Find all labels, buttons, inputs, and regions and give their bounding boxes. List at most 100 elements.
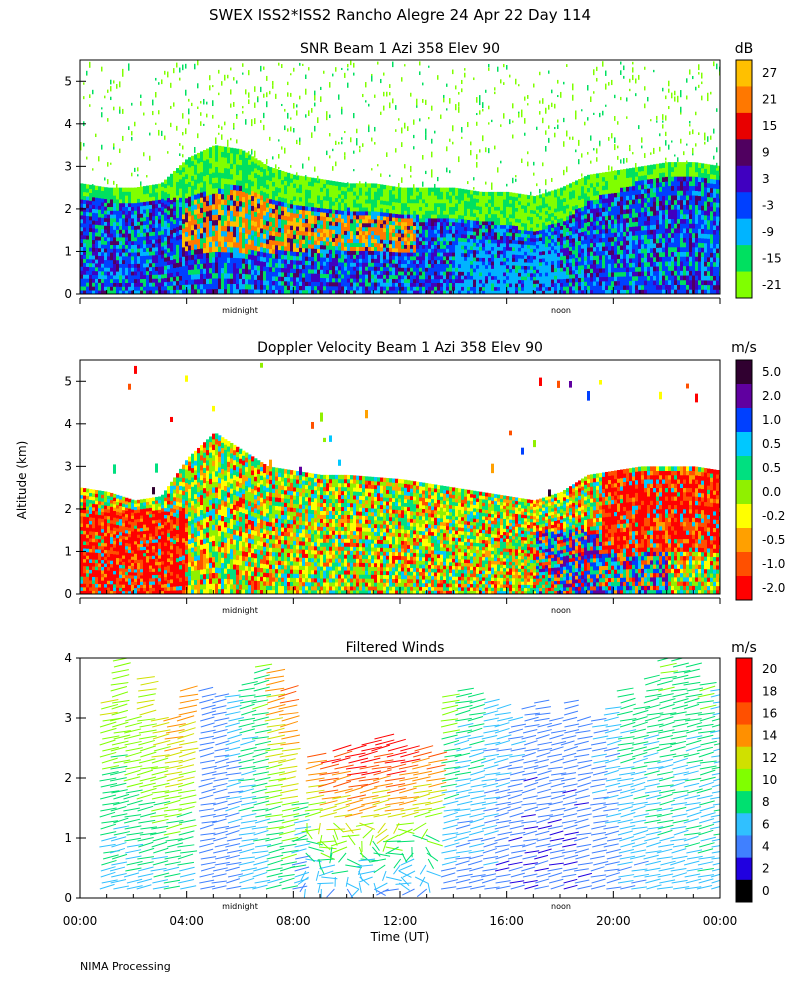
snr-cell xyxy=(386,286,390,291)
snr-cell xyxy=(317,248,321,254)
snr-cell xyxy=(113,225,117,230)
snr-cell xyxy=(458,218,462,223)
snr-cell xyxy=(89,184,93,190)
snr-cell xyxy=(128,271,132,276)
snr-cell xyxy=(416,199,420,204)
snr-cell xyxy=(107,259,111,265)
snr-speckle xyxy=(356,183,358,189)
snr-cell xyxy=(377,207,381,212)
snr-cell xyxy=(257,203,261,209)
snr-cell xyxy=(311,260,315,266)
snr-cell xyxy=(215,214,219,221)
snr-cell xyxy=(530,227,534,232)
snr-cell xyxy=(185,164,189,170)
snr-speckle xyxy=(260,65,262,72)
snr-cell xyxy=(488,286,492,291)
snr-cell xyxy=(290,289,294,295)
snr-cell xyxy=(539,286,543,291)
snr-cell xyxy=(98,263,102,268)
snr-cell xyxy=(503,217,507,222)
snr-cell xyxy=(128,290,132,295)
snr-cell xyxy=(239,190,243,197)
snr-cell xyxy=(263,284,267,290)
snr-cell xyxy=(491,202,495,207)
snr-speckle xyxy=(170,82,172,88)
snr-cell xyxy=(155,223,159,228)
snr-cell xyxy=(317,228,321,233)
snr-cell xyxy=(479,199,483,204)
snr-cell xyxy=(464,215,468,220)
snr-cell xyxy=(458,282,462,287)
snr-cell xyxy=(488,272,492,277)
snr-cell xyxy=(449,282,453,287)
snr-cell xyxy=(146,259,150,264)
snr-cell xyxy=(179,220,183,226)
snr-cell xyxy=(179,238,183,244)
snr-cell xyxy=(470,193,474,199)
snr-cell xyxy=(134,214,138,219)
snr-cell xyxy=(179,257,183,263)
snr-cell xyxy=(329,265,333,271)
snr-cell xyxy=(527,226,531,231)
snr-speckle xyxy=(422,82,424,86)
snr-cell xyxy=(362,222,366,228)
snr-speckle xyxy=(221,134,223,140)
snr-cell xyxy=(164,269,168,274)
snr-cell xyxy=(125,282,129,287)
snr-cell xyxy=(191,259,195,265)
snr-cell xyxy=(89,282,93,287)
snr-cell xyxy=(272,231,276,236)
snr-cell xyxy=(527,286,531,291)
snr-cell xyxy=(434,275,438,280)
snr-cell xyxy=(179,215,183,221)
snr-cell xyxy=(152,196,156,201)
snr-cell xyxy=(497,239,501,244)
snr-cell xyxy=(380,196,384,201)
snr-cell xyxy=(119,278,123,284)
snr-cell xyxy=(194,194,198,200)
snr-speckle xyxy=(425,170,427,175)
snr-cell xyxy=(419,206,423,211)
snr-speckle xyxy=(176,62,178,66)
snr-cell xyxy=(170,242,174,248)
snr-cell xyxy=(311,244,315,249)
snr-speckle xyxy=(542,98,544,104)
snr-cell xyxy=(227,152,231,159)
snr-cell xyxy=(479,231,483,236)
snr-cell xyxy=(344,254,348,259)
snr-cell xyxy=(551,268,555,273)
snr-cell xyxy=(389,251,393,256)
snr-cell xyxy=(215,145,219,152)
snr-cell xyxy=(197,283,201,290)
snr-cell xyxy=(509,264,513,269)
snr-speckle xyxy=(236,113,238,118)
snr-cell xyxy=(215,224,219,231)
snr-cell xyxy=(353,286,357,291)
snr-cell xyxy=(197,288,201,295)
snr-speckle xyxy=(545,189,547,194)
snr-cell xyxy=(485,224,489,229)
snr-cell xyxy=(434,195,438,200)
snr-cell xyxy=(143,189,147,195)
snr-cell xyxy=(98,213,102,218)
snr-cell xyxy=(512,218,516,223)
snr-cell xyxy=(344,230,348,235)
snr-cell xyxy=(476,257,480,262)
snr-cell xyxy=(554,234,558,239)
snr-cell xyxy=(242,268,246,274)
snr-cell xyxy=(437,275,441,280)
snr-cell xyxy=(473,223,477,229)
snr-cell xyxy=(155,262,159,267)
snr-cell xyxy=(452,252,456,257)
snr-speckle xyxy=(383,105,385,111)
snr-cell xyxy=(323,285,327,291)
snr-cell xyxy=(476,224,480,229)
snr-cell xyxy=(293,272,297,278)
snr-cell xyxy=(200,258,204,264)
snr-cell xyxy=(158,262,162,267)
snr-cell xyxy=(227,262,231,269)
snr-cell xyxy=(152,243,156,248)
snr-cell xyxy=(245,213,249,219)
snr-cell xyxy=(440,202,444,208)
snr-speckle xyxy=(284,125,286,131)
